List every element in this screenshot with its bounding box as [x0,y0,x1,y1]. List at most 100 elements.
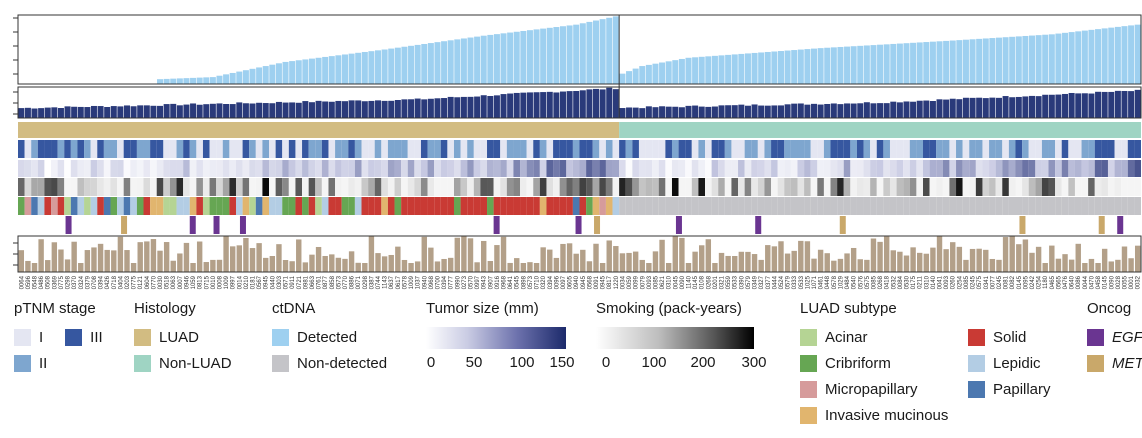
sample-id-label: 0533 [733,275,739,289]
stage-cell [744,140,752,158]
smoking-cell [163,178,170,196]
smoking-bar [144,241,150,272]
vaf-bar [771,51,778,84]
tumor-size-cell [731,160,739,177]
smoking-bar [632,251,639,272]
stage-cell [777,140,785,158]
smoking-cell [407,178,415,196]
tumor-size-bar [1121,90,1128,118]
smoking-bar [943,249,949,272]
smoking-bar [1055,258,1062,272]
subtype-cell [130,197,137,215]
smoking-cell [1048,178,1056,196]
smoking-cell [638,178,646,196]
smoking-bar [401,259,408,272]
sample-id-label: 0605 [568,275,574,289]
stage-cell [117,140,124,158]
smoking-cell [513,178,521,196]
vaf-bar [355,52,362,84]
sample-id-label: 0981 [303,275,309,289]
tumor-size-bar [209,103,216,118]
sample-id-label: 0548 [33,275,39,289]
vaf-bar [1075,31,1082,85]
stage-cell [202,140,210,158]
tumor-size-cell [262,160,270,177]
sample-id-label: 0465 [1050,275,1056,289]
sample-id-label: 0486 [39,275,45,289]
sample-id-label: 0945 [581,275,587,289]
smoking-gradient [596,327,754,349]
stage-cell [962,140,970,158]
subtype-cell [876,197,884,215]
sample-id-label: 0394 [442,275,448,289]
label-solid: Solid [993,328,1027,346]
sample-id-label: 0064 [19,275,25,289]
vaf-bar [995,37,1002,84]
sample-id-label: 0044 [1083,275,1089,289]
subtype-cell [797,197,805,215]
tumor-size-cell [295,160,303,177]
tumor-size-bar [90,105,97,118]
tumor-size-bar [500,94,507,118]
tumor-size-bar [1075,93,1082,118]
swatch-lepidic [968,354,985,372]
tumor-size-cell [348,160,355,177]
smoking-cell [381,178,388,196]
tumor-size-cell [506,160,514,177]
tumor-size-cell [942,160,950,177]
vaf-bar [163,78,170,84]
stage-cell [275,140,283,158]
tumor-size-bar [275,101,282,118]
sample-id-label: 0007 [178,275,184,289]
stage-cell [658,140,666,158]
subtype-cell [453,197,461,215]
stage-cell [480,140,488,158]
sample-id-label: 0945 [601,275,607,289]
smoking-cell [123,178,131,196]
subtype-cell [506,197,514,215]
smoking-bar [414,261,421,272]
stage-cell [553,140,560,158]
tumor-size-bar [24,107,31,118]
smoking-bar [196,241,203,272]
smoking-cell [771,178,778,196]
smoking-cell [956,178,963,196]
stage-cell [37,140,45,158]
sample-id-label: 0579 [746,275,752,289]
smoking-bar [428,247,434,272]
tumor-size-bar [513,92,520,118]
subtype-cell [57,197,65,215]
smoking-bar [626,252,632,272]
subtype-cell [136,197,144,215]
smoking-cell [493,178,501,196]
stage-cell [889,140,897,158]
sample-id-label: 1071 [812,275,818,289]
sample-id-label: 0604 [145,275,151,289]
smoking-cell [883,178,890,196]
vaf-bar [599,19,606,84]
smoking-bar [606,240,612,272]
vaf-bar [619,73,626,84]
tumor-size-cell [440,160,448,177]
smoking-cell [652,178,659,196]
tumor-size-bar [758,105,765,118]
smoking-cell [434,178,441,196]
tumor-size-bar [137,105,144,118]
tumor-size-bar [368,100,375,118]
tumor-size-bar [586,89,593,118]
sample-id-label: 0578 [832,275,838,289]
stage-cell [163,140,170,158]
subtype-cell [480,197,488,215]
stage-cell [44,140,52,158]
stage-cell [731,140,739,158]
sample-id-label: 0260 [951,275,957,289]
sample-id-label: 0055 [1122,275,1128,289]
smoking-bar [718,252,725,272]
tumor-size-bar [242,103,249,118]
sample-id-label: 0886 [350,275,356,289]
smoking-cell [903,178,910,196]
smoking-cell [949,178,957,196]
stage-cell [975,140,983,158]
sample-id-label: 1029 [838,275,844,289]
subtype-cell [348,197,355,215]
